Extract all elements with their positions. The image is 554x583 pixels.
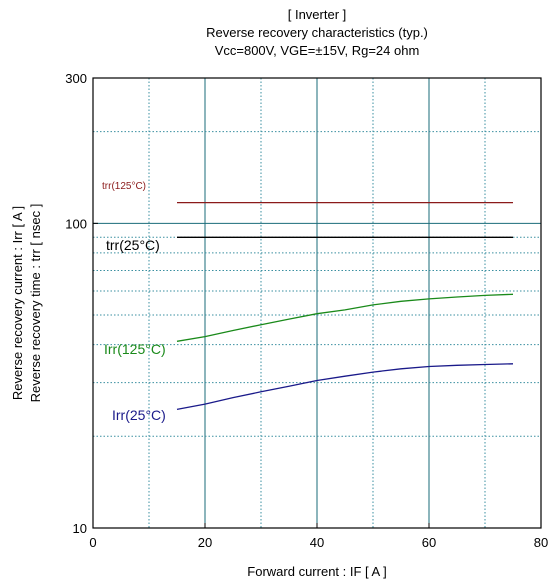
series-line-irr-25-c-	[176, 363, 514, 411]
x-tick-label: 60	[422, 535, 436, 550]
y-tick-label: 300	[65, 71, 87, 86]
y-tick-label: 10	[73, 521, 87, 536]
series-label-trr-25-c-: trr(25°C)	[106, 237, 160, 253]
series-label-trr-125-c-: trr(125°C)	[102, 181, 146, 192]
x-axis-label: Forward current : IF [ A ]	[247, 564, 386, 579]
y-axis-label-current: Reverse recovery current : Irr [ A ]	[10, 206, 25, 400]
series-label-layer: trr(125°C) trr(25°C) Irr(125°C) Irr(25°C)	[102, 181, 166, 423]
x-tick-label: 80	[534, 535, 548, 550]
y-tick-label: 100	[65, 216, 87, 231]
series-line-irr-125-c-	[176, 293, 514, 342]
x-tick-label: 20	[198, 535, 212, 550]
chart-title-line-3: Vcc=800V, VGE=±15V, Rg=24 ohm	[214, 43, 420, 58]
chart-title-line-2: Reverse recovery characteristics (typ.)	[206, 25, 428, 40]
grid-layer	[93, 78, 541, 528]
x-tick-label: 0	[89, 535, 96, 550]
tick-layer: 0 20 40 60 80 10 100 300	[65, 71, 548, 550]
x-tick-label: 40	[310, 535, 324, 550]
series-label-irr-25-c-: Irr(25°C)	[112, 407, 166, 423]
series-layer	[176, 201, 514, 411]
y-axis-label-time: Reverse recovery time : trr [ nsec ]	[28, 204, 43, 403]
chart-title-line-1: [ Inverter ]	[287, 7, 347, 22]
series-label-irr-125-c-: Irr(125°C)	[104, 341, 166, 357]
